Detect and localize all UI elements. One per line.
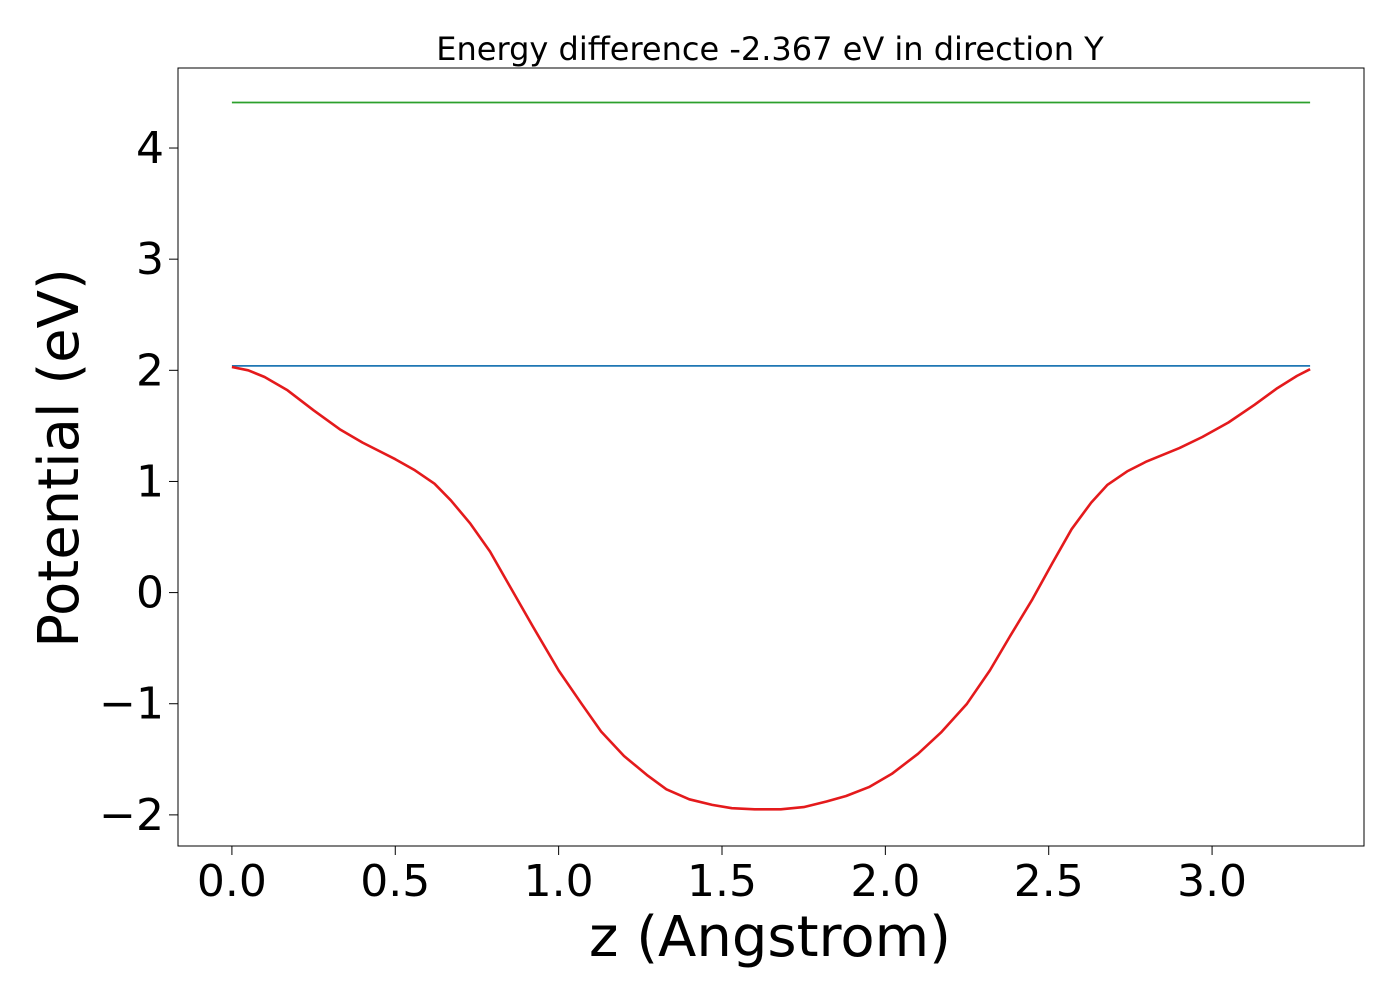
x-axis-label: z (Angstrom) <box>589 905 951 970</box>
y-tick-label: 4 <box>136 123 164 174</box>
y-tick-label: 2 <box>136 345 164 396</box>
x-tick-label: 1.0 <box>524 856 594 907</box>
series-line-3 <box>231 365 1311 811</box>
series-layer <box>231 101 1311 811</box>
chart-title: Energy difference -2.367 eV in direction… <box>436 30 1104 68</box>
x-tick-label: 2.0 <box>850 856 920 907</box>
x-tick-label: 0.0 <box>197 856 267 907</box>
y-tick-label: −1 <box>99 679 164 730</box>
y-axis-label: Potential (eV) <box>27 268 92 648</box>
y-tick-label: −2 <box>99 790 164 841</box>
x-tick-label: 3.0 <box>1177 856 1247 907</box>
y-tick-label: 3 <box>136 234 164 285</box>
x-tick-label: 1.5 <box>687 856 757 907</box>
plot-frame <box>177 67 1365 847</box>
x-tick-label: 0.5 <box>360 856 430 907</box>
x-tick-label: 2.5 <box>1014 856 1084 907</box>
y-tick-label: 0 <box>136 568 164 619</box>
ticks-layer: 0.0 0.5 1.0 1.5 2.0 2.5 3.0 −2 −1 0 1 2 3 4 <box>99 123 1247 907</box>
y-tick-label: 1 <box>136 456 164 507</box>
